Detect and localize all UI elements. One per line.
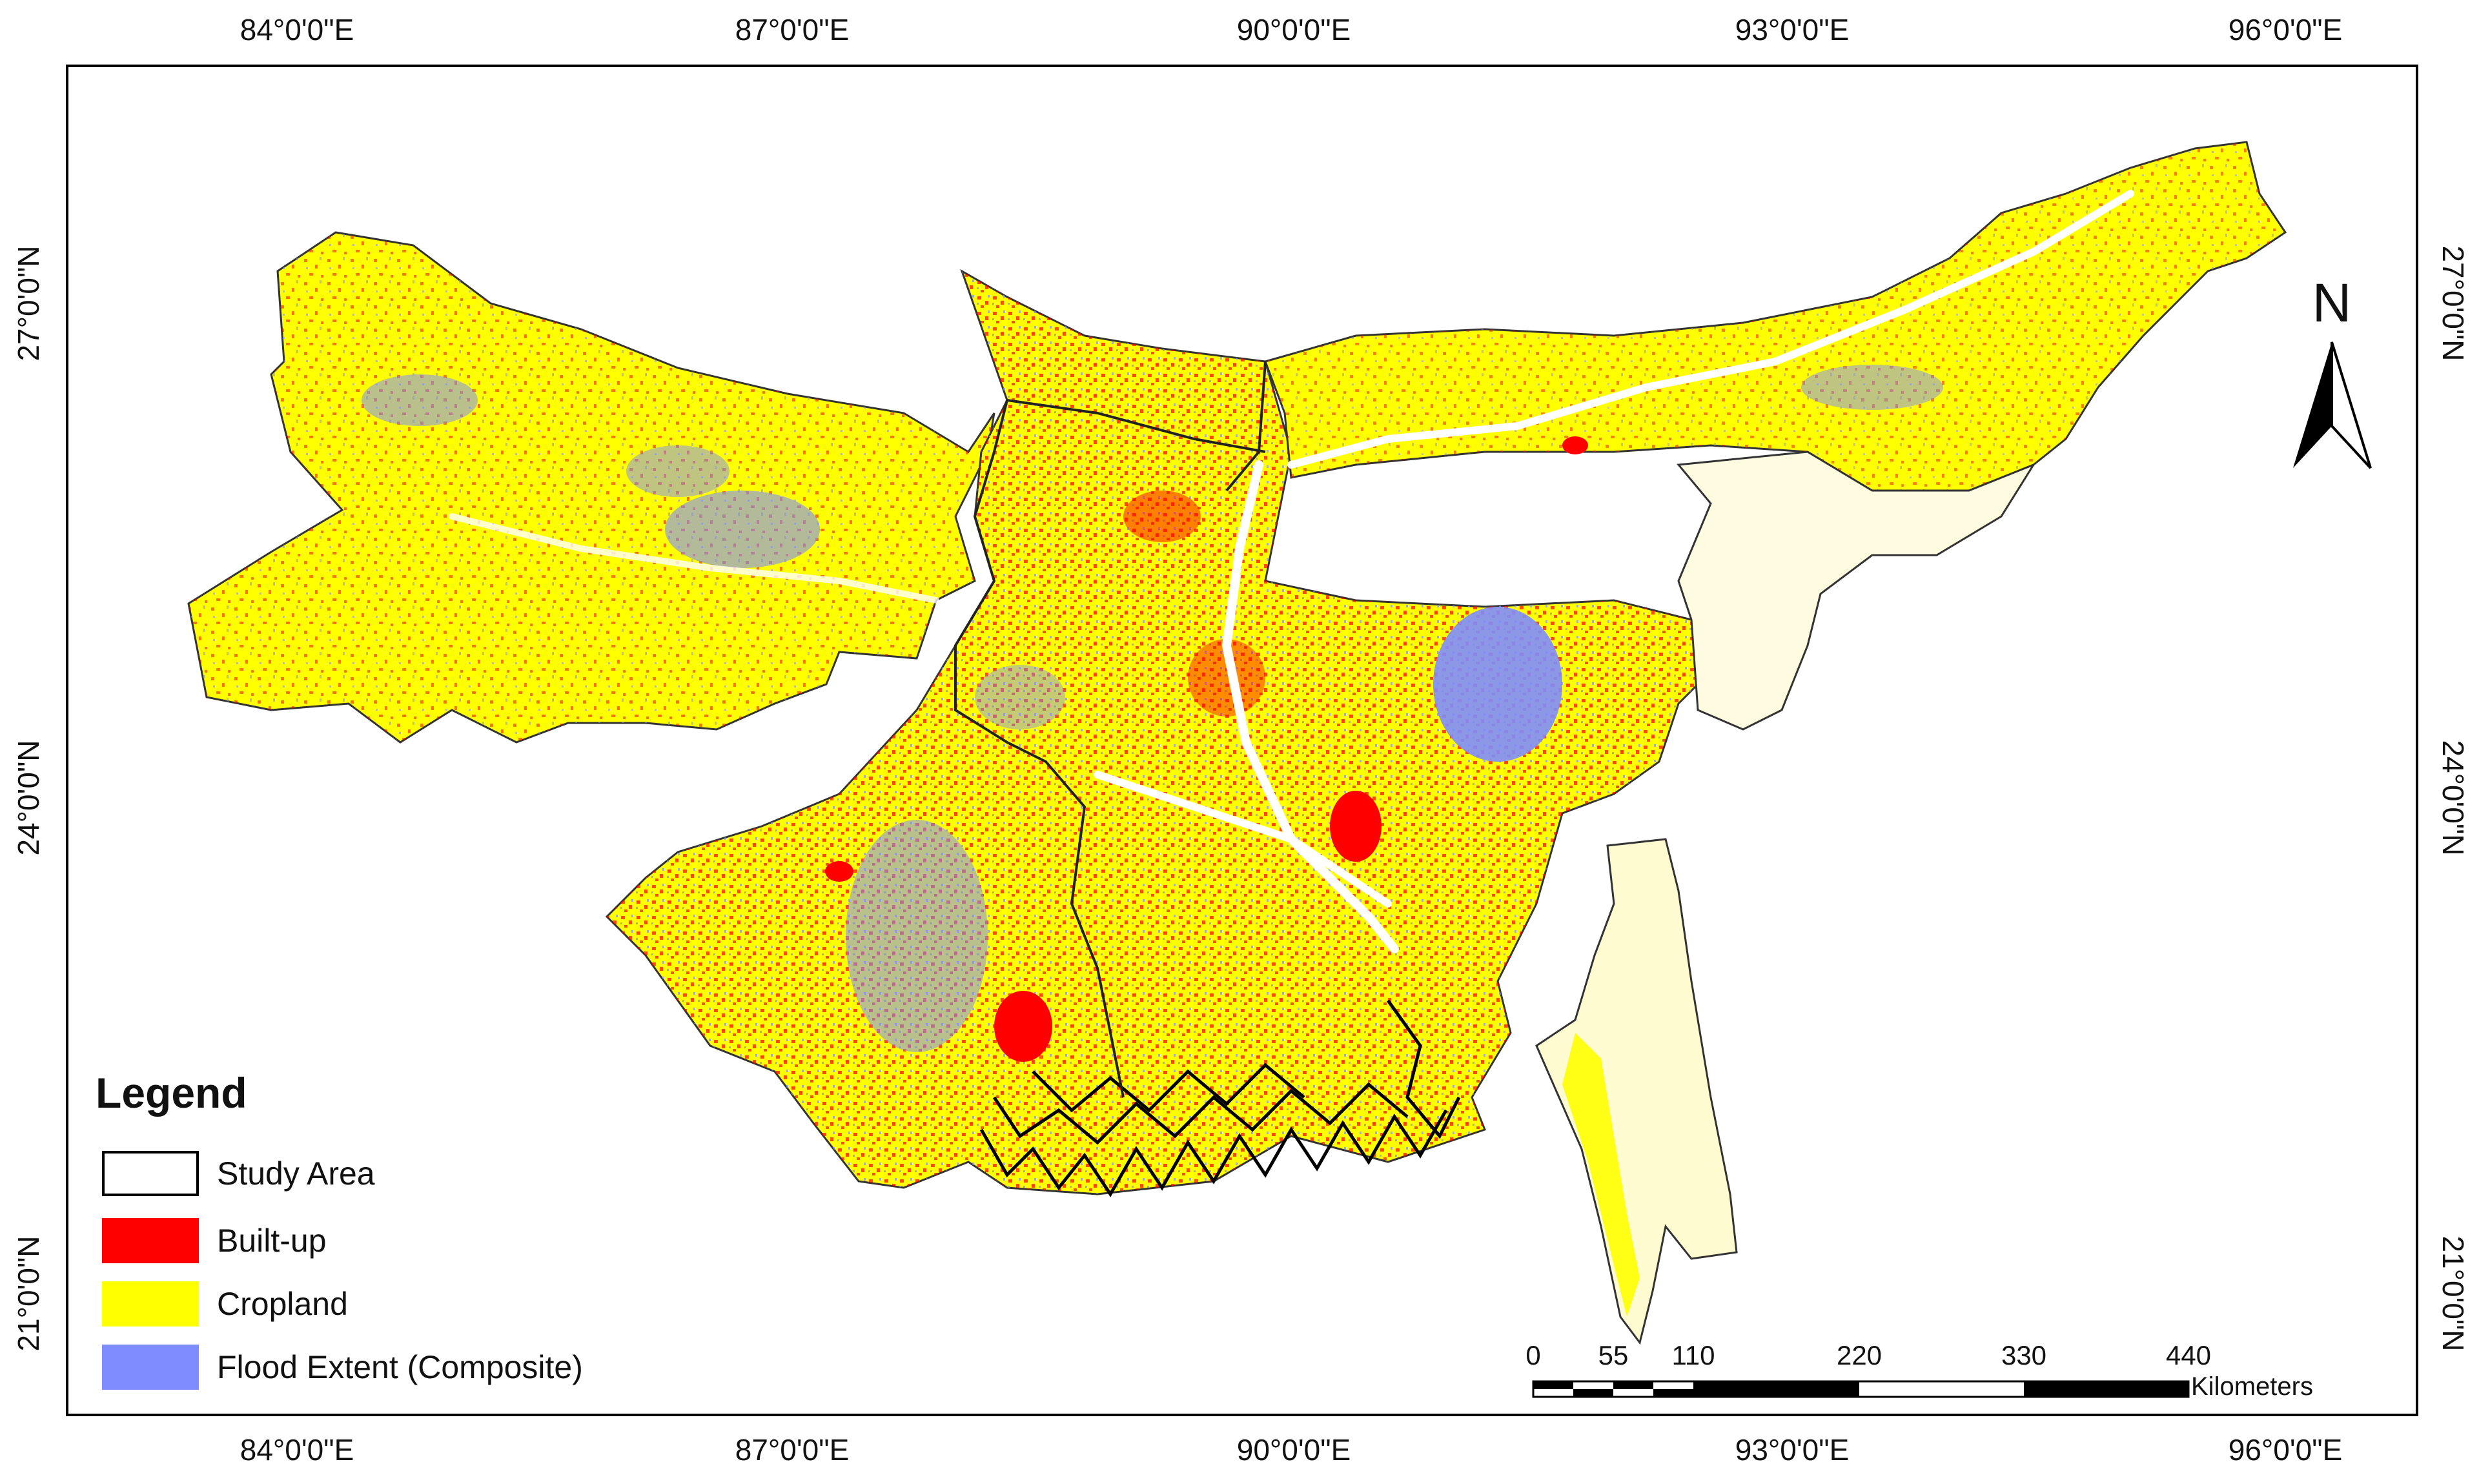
lon-ticks-bottom: 84°0'0"E 87°0'0"E 90°0'0"E 93°0'0"E 96°0… [240,1433,2343,1467]
lon-ticks-top: 84°0'0"E 87°0'0"E 90°0'0"E 93°0'0"E 96°0… [240,13,2343,46]
scale-tick-label: 0 [1525,1340,1541,1370]
scale-bar [1532,1380,2190,1398]
lon-label-top: 90°0'0"E [1237,13,1351,46]
scale-tick-label: 440 [2165,1340,2212,1370]
lat-label-left: 24°0'0"N [12,740,45,855]
legend-title: Legend [96,1069,247,1117]
scale-unit-label: Kilometers [2191,1372,2313,1401]
lat-label-right: 27°0'0"N [2436,245,2470,361]
lon-label-top: 87°0'0"E [735,13,850,46]
lon-label-top: 96°0'0"E [2229,13,2343,46]
legend-label: Study Area [217,1155,375,1192]
scale-tick-label: 330 [2001,1340,2047,1370]
region-eastern-hills [1677,451,2036,731]
region-southeast-coast [1535,838,1738,1345]
admin-boundaries [954,361,1267,1098]
built-up-layer [825,436,1588,1062]
lon-label-bottom: 90°0'0"E [1237,1433,1351,1467]
scale-tick-label: 110 [1671,1340,1715,1370]
study-area-swatch [102,1151,199,1196]
lat-label-left: 27°0'0"N [12,245,45,361]
legend-label: Built-up [217,1223,327,1259]
lon-label-top: 84°0'0"E [240,13,354,46]
flood-extent-layer [362,365,1943,1052]
lon-label-bottom: 96°0'0"E [2229,1433,2343,1467]
lon-label-bottom: 93°0'0"E [1735,1433,1850,1467]
legend-item-built-up: Built-up [102,1215,327,1266]
lat-ticks-left: 27°0'0"N 24°0'0"N 21°0'0"N [12,245,45,1351]
legend-label: Cropland [217,1286,348,1322]
lon-label-top: 93°0'0"E [1735,13,1850,46]
built-up-swatch [102,1218,199,1263]
lat-label-right: 24°0'0"N [2436,740,2470,855]
legend-item-study-area: Study Area [102,1148,375,1199]
lat-ticks-right: 27°0'0"N 24°0'0"N 21°0'0"N [2436,245,2470,1351]
legend-label: Flood Extent (Composite) [217,1349,583,1385]
lat-label-left: 21°0'0"N [12,1235,45,1351]
river-layer [449,190,2134,953]
flood-extent-swatch [102,1345,199,1390]
north-arrow-icon: N [2293,272,2372,469]
sundarbans-outline [979,999,1461,1197]
scale-tick-label: 55 [1598,1340,1629,1370]
scale-tick-label: 220 [1836,1340,1882,1370]
lon-label-bottom: 84°0'0"E [240,1433,354,1467]
legend-item-flood-extent: Flood Extent (Composite) [102,1341,583,1393]
cropland-swatch [102,1281,199,1326]
legend-item-cropland: Cropland [102,1278,348,1330]
north-label: N [2312,272,2352,333]
lon-label-bottom: 87°0'0"E [735,1433,850,1467]
lat-label-right: 21°0'0"N [2436,1235,2470,1351]
